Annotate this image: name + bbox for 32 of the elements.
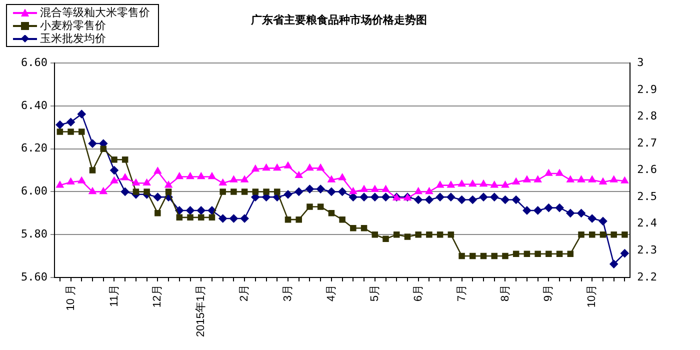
- y2-tick-label: 2.8: [637, 110, 658, 123]
- y2-tick-label: 2.2: [637, 270, 658, 284]
- x-tick-label: 10月: [586, 284, 598, 308]
- x-tick-label: 3月: [282, 284, 294, 302]
- y2-tick-label: 2.6: [637, 163, 658, 176]
- y2-tick-label: 2.4: [637, 216, 658, 230]
- y-tick-label: 5.60: [20, 270, 48, 284]
- x-tick-label: 5月: [368, 284, 381, 302]
- x-tick-label: 7月: [456, 284, 468, 302]
- legend-label: 玉米批发均价: [40, 32, 106, 45]
- chart-title: 广东省主要粮食品种市场价格走势图: [250, 14, 427, 27]
- y2-tick-label: 2.9: [637, 82, 658, 96]
- y2-tick-label: 3: [637, 56, 644, 70]
- legend-label: 混合等级籼大米零售价: [40, 6, 150, 19]
- x-tick-label: 2015年1月: [195, 284, 208, 338]
- y2-tick-label: 2.5: [637, 190, 658, 203]
- y2-tick-label: 2.3: [637, 243, 658, 256]
- y-tick-label: 5.80: [20, 227, 48, 240]
- y2-tick-label: 2.7: [637, 136, 658, 150]
- legend-label: 小麦粉零售价: [40, 19, 106, 32]
- x-tick-label: 11月: [108, 284, 120, 307]
- x-tick-label: 8月: [499, 284, 512, 302]
- y-tick-label: 6.40: [20, 98, 48, 112]
- x-tick-label: 9月: [542, 284, 555, 302]
- y-tick-label: 6.20: [20, 142, 48, 155]
- x-tick-label: 10 月: [64, 284, 77, 311]
- y-tick-label: 6.60: [20, 56, 48, 70]
- y-tick-label: 6.00: [20, 184, 48, 198]
- x-tick-label: 2月: [238, 284, 251, 302]
- x-tick-label: 6月: [412, 284, 424, 302]
- x-tick-label: 4月: [325, 284, 338, 302]
- x-tick-label: 12月: [152, 284, 164, 308]
